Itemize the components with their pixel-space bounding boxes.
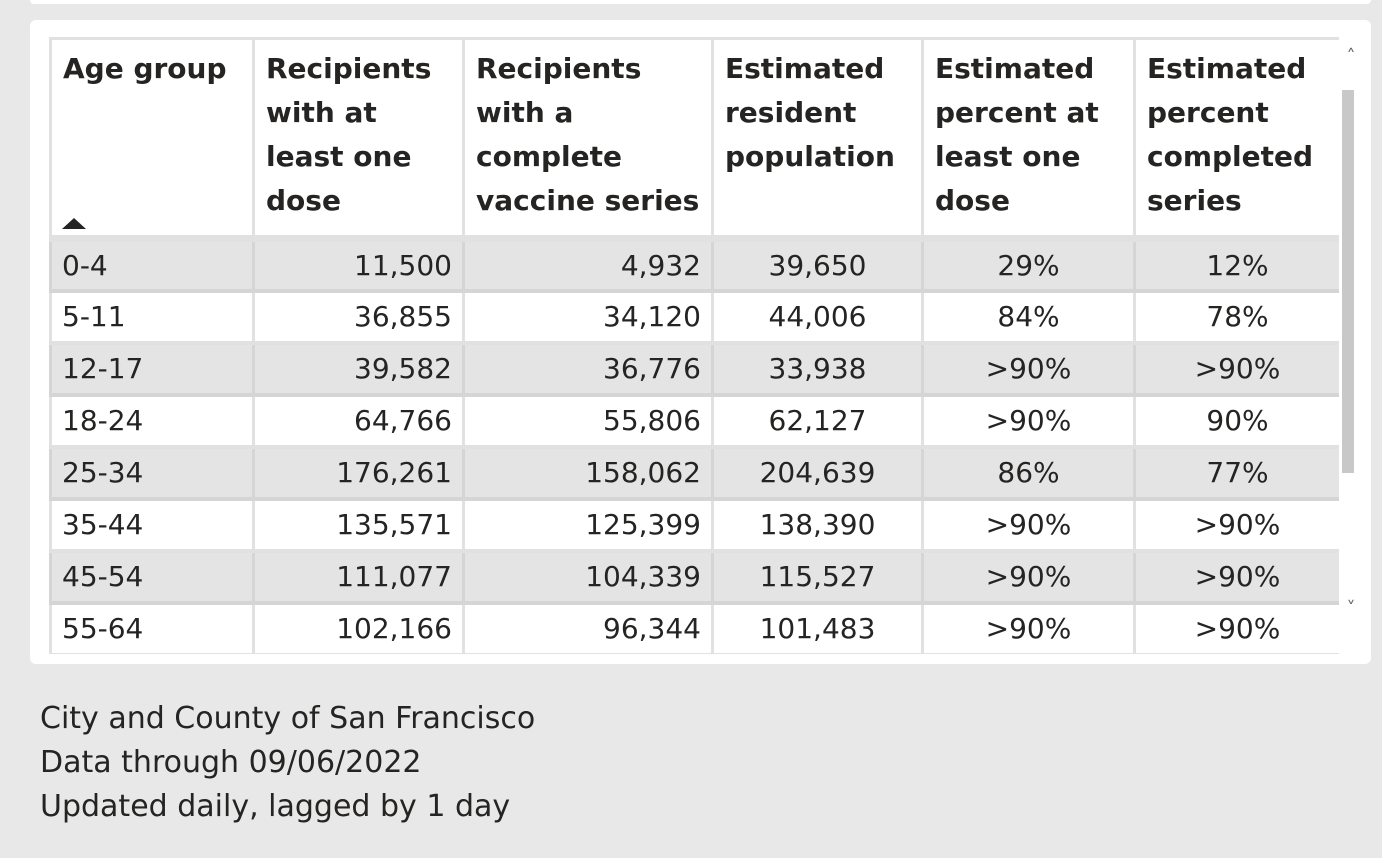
percent-completed-cell: >90% <box>1133 602 1339 654</box>
table-row[interactable]: 45-54 111,077 104,339 115,527 >90% >90% <box>49 550 1339 605</box>
previous-panel-edge <box>30 0 1371 4</box>
percent-one-dose-cell: 29% <box>921 238 1136 293</box>
age-group-cell: 0-4 <box>49 238 255 293</box>
resident-population-cell: 138,390 <box>711 498 924 553</box>
at-least-one-dose-cell: 39,582 <box>252 342 465 397</box>
percent-completed-cell: 77% <box>1133 446 1339 501</box>
column-header-label: Estimated percent completed series <box>1147 52 1314 217</box>
age-group-cell: 45-54 <box>49 550 255 605</box>
resident-population-cell: 33,938 <box>711 342 924 397</box>
footer-data-through: Data through 09/06/2022 <box>40 745 422 780</box>
age-group-cell: 35-44 <box>49 498 255 553</box>
percent-one-dose-cell: 86% <box>921 446 1136 501</box>
column-header-age-group[interactable]: Age group <box>49 37 255 242</box>
age-group-cell: 55-64 <box>49 602 255 654</box>
table-viewport: Age group Recipients with at least one d… <box>49 37 1339 654</box>
percent-one-dose-cell: >90% <box>921 550 1136 605</box>
at-least-one-dose-cell: 11,500 <box>252 238 465 293</box>
column-header-label: Age group <box>63 52 227 85</box>
complete-series-cell: 55,806 <box>462 394 714 449</box>
column-header-complete-series[interactable]: Recipients with a complete vaccine serie… <box>462 37 714 242</box>
table-row[interactable]: 55-64 102,166 96,344 101,483 >90% >90% <box>49 602 1339 654</box>
complete-series-cell: 125,399 <box>462 498 714 553</box>
table-row[interactable]: 5-11 36,855 34,120 44,006 84% 78% <box>49 290 1339 345</box>
complete-series-cell: 4,932 <box>462 238 714 293</box>
percent-completed-cell: >90% <box>1133 550 1339 605</box>
column-header-label: Recipients with a complete vaccine serie… <box>476 52 700 217</box>
column-header-label: Estimated percent at least one dose <box>935 52 1099 217</box>
header-row: Age group Recipients with at least one d… <box>49 37 1339 242</box>
percent-one-dose-cell: 84% <box>921 290 1136 345</box>
column-header-label: Estimated resident population <box>725 52 895 173</box>
complete-series-cell: 158,062 <box>462 446 714 501</box>
percent-one-dose-cell: >90% <box>921 394 1136 449</box>
column-header-label: Recipients with at least one dose <box>266 52 432 217</box>
resident-population-cell: 39,650 <box>711 238 924 293</box>
footer-update-note: Updated daily, lagged by 1 day <box>40 789 511 824</box>
percent-one-dose-cell: >90% <box>921 602 1136 654</box>
at-least-one-dose-cell: 135,571 <box>252 498 465 553</box>
column-header-percent-completed[interactable]: Estimated percent completed series <box>1133 37 1339 242</box>
age-group-cell: 12-17 <box>49 342 255 397</box>
table-row[interactable]: 18-24 64,766 55,806 62,127 >90% 90% <box>49 394 1339 449</box>
at-least-one-dose-cell: 176,261 <box>252 446 465 501</box>
table-visual: Age group Recipients with at least one d… <box>30 20 1371 664</box>
footer-jurisdiction: City and County of San Francisco <box>40 701 536 736</box>
complete-series-cell: 36,776 <box>462 342 714 397</box>
at-least-one-dose-cell: 64,766 <box>252 394 465 449</box>
table-row[interactable]: 35-44 135,571 125,399 138,390 >90% >90% <box>49 498 1339 553</box>
table-body: 0-4 11,500 4,932 39,650 29% 12% 5-11 36,855 34,1… <box>49 238 1339 654</box>
sort-ascending-icon <box>62 218 86 229</box>
resident-population-cell: 101,483 <box>711 602 924 654</box>
age-group-cell: 5-11 <box>49 290 255 345</box>
at-least-one-dose-cell: 111,077 <box>252 550 465 605</box>
complete-series-cell: 96,344 <box>462 602 714 654</box>
vertical-scrollbar[interactable]: ˄ ˅ <box>1340 37 1362 654</box>
table-row[interactable]: 25-34 176,261 158,062 204,639 86% 77% <box>49 446 1339 501</box>
column-header-percent-one-dose[interactable]: Estimated percent at least one dose <box>921 37 1136 242</box>
table-row[interactable]: 0-4 11,500 4,932 39,650 29% 12% <box>49 238 1339 293</box>
percent-completed-cell: >90% <box>1133 498 1339 553</box>
resident-population-cell: 204,639 <box>711 446 924 501</box>
footer-notes: City and County of San Francisco Data th… <box>40 697 535 829</box>
resident-population-cell: 62,127 <box>711 394 924 449</box>
age-group-cell: 18-24 <box>49 394 255 449</box>
vaccination-table: Age group Recipients with at least one d… <box>49 37 1339 654</box>
percent-one-dose-cell: >90% <box>921 342 1136 397</box>
percent-completed-cell: 12% <box>1133 238 1339 293</box>
at-least-one-dose-cell: 36,855 <box>252 290 465 345</box>
percent-completed-cell: 90% <box>1133 394 1339 449</box>
column-header-resident-population[interactable]: Estimated resident population <box>711 37 924 242</box>
table-row[interactable]: 12-17 39,582 36,776 33,938 >90% >90% <box>49 342 1339 397</box>
chevron-up-icon[interactable]: ˄ <box>1346 46 1356 67</box>
age-group-cell: 25-34 <box>49 446 255 501</box>
chevron-down-icon[interactable]: ˅ <box>1346 598 1356 619</box>
percent-completed-cell: >90% <box>1133 342 1339 397</box>
complete-series-cell: 104,339 <box>462 550 714 605</box>
complete-series-cell: 34,120 <box>462 290 714 345</box>
at-least-one-dose-cell: 102,166 <box>252 602 465 654</box>
column-header-at-least-one-dose[interactable]: Recipients with at least one dose <box>252 37 465 242</box>
percent-completed-cell: 78% <box>1133 290 1339 345</box>
resident-population-cell: 115,527 <box>711 550 924 605</box>
scrollbar-thumb[interactable] <box>1342 90 1354 473</box>
percent-one-dose-cell: >90% <box>921 498 1136 553</box>
resident-population-cell: 44,006 <box>711 290 924 345</box>
